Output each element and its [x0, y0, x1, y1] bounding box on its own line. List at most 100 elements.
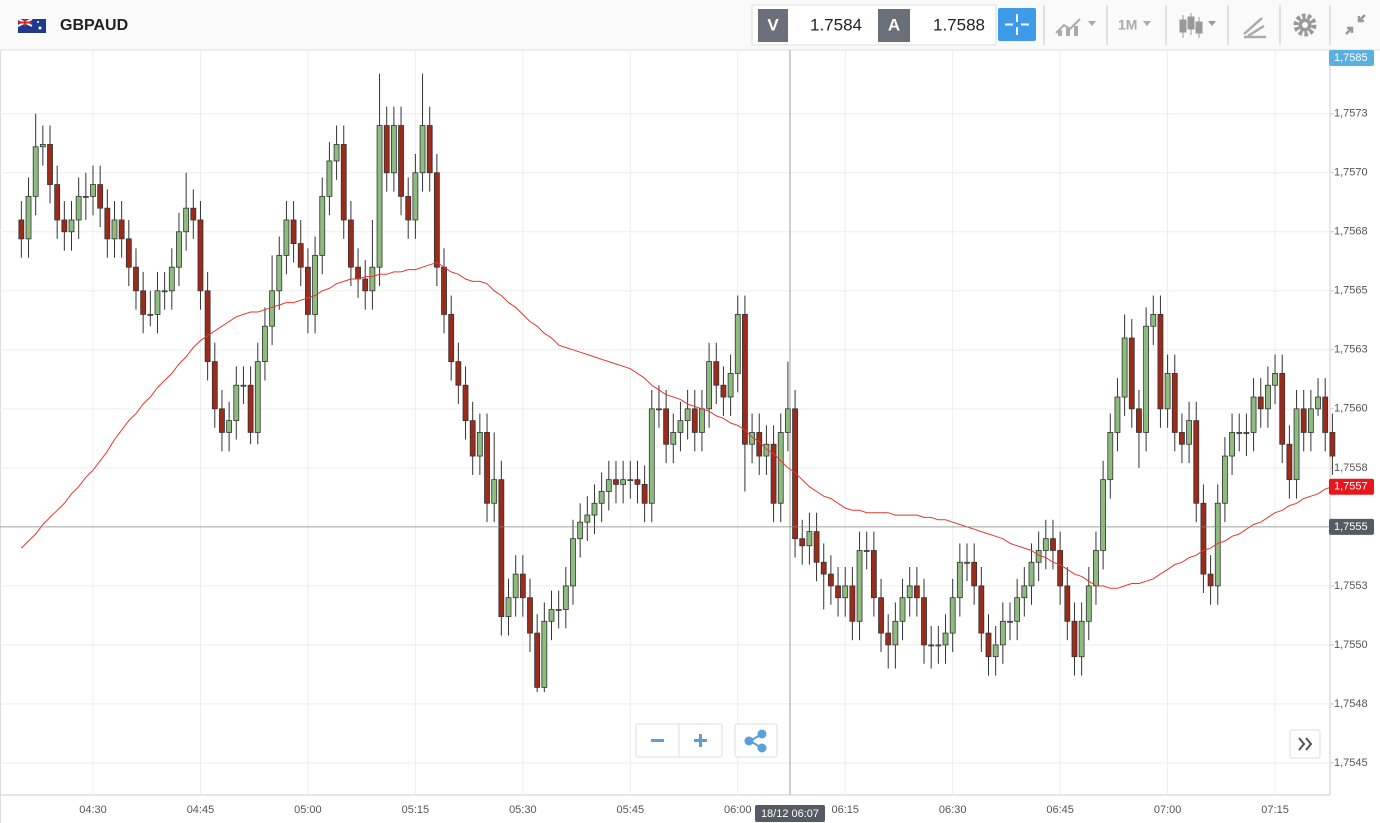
candle-body	[1035, 550, 1042, 563]
ask-price-tag	[1329, 50, 1374, 66]
candle-body	[118, 219, 125, 240]
candle-body	[799, 538, 806, 547]
candle-body	[1050, 538, 1056, 551]
settings-button[interactable]	[1293, 13, 1317, 37]
candle-body	[627, 479, 634, 482]
candle-body	[562, 585, 569, 610]
candle-body	[355, 266, 361, 280]
toolbar	[0, 0, 1380, 50]
share-button[interactable]	[744, 729, 767, 753]
candle-body	[211, 361, 218, 410]
zoom-out[interactable]	[651, 739, 664, 742]
candle-body	[906, 585, 913, 599]
candle-body	[519, 573, 526, 599]
candle-body	[942, 632, 949, 646]
candle-body	[949, 597, 956, 634]
candle-body	[956, 561, 963, 599]
candle-body	[1286, 443, 1293, 481]
candle-body	[727, 373, 734, 398]
candle-body	[842, 585, 849, 599]
candle-body	[32, 146, 39, 197]
candle-body	[1236, 432, 1243, 434]
bid-button[interactable]	[758, 9, 788, 42]
candle-body	[1322, 396, 1329, 433]
candle-body	[1279, 373, 1286, 445]
candle-body	[319, 195, 326, 256]
x-tick-label: 07:00	[1154, 804, 1182, 816]
timeframe-caret	[1143, 21, 1151, 26]
candle-body	[928, 644, 935, 647]
candle-body	[813, 531, 820, 563]
candle-body	[1028, 561, 1035, 587]
ask-letter: A	[888, 15, 900, 34]
y-tick-label: 1,7560	[1334, 403, 1368, 415]
timeframe[interactable]: 1M	[1118, 17, 1137, 33]
candle-body	[419, 125, 426, 174]
y-tick-label: 1,7553	[1334, 580, 1368, 592]
candle-body	[849, 585, 856, 622]
ask-price-label: 1,7585	[1334, 52, 1368, 64]
candle-body	[254, 361, 261, 433]
x-tick-label: 06:30	[939, 804, 967, 816]
candle-body	[699, 408, 705, 433]
candle-body	[570, 538, 576, 587]
last-price-tag	[1329, 478, 1374, 495]
candle-body	[971, 561, 978, 587]
candle-body	[25, 195, 32, 240]
candle-body	[827, 573, 834, 587]
candle-body	[999, 620, 1006, 646]
candle-body	[1157, 314, 1164, 410]
draw-button[interactable]	[1243, 17, 1266, 39]
indicator-button[interactable]	[1055, 18, 1096, 36]
candle-body	[706, 361, 713, 410]
candle-body	[340, 144, 347, 221]
candle-body	[1329, 432, 1336, 457]
candle-body	[1114, 396, 1121, 433]
candle-body	[577, 521, 584, 540]
candle-body	[82, 195, 89, 198]
chart-type-button[interactable]	[1179, 13, 1216, 38]
scroll-right-button[interactable]	[1298, 737, 1313, 751]
zoom-in[interactable]	[694, 734, 707, 747]
bid-price: 1.7584	[810, 15, 862, 34]
ask-button[interactable]	[878, 9, 910, 42]
candle-body	[1057, 550, 1064, 587]
candle-body	[262, 325, 268, 363]
candle-body	[734, 314, 741, 374]
candle-body	[1200, 502, 1207, 575]
candle-body	[584, 514, 591, 523]
candle-body	[1136, 408, 1142, 433]
candle-body	[247, 384, 254, 433]
candle-body	[534, 632, 541, 688]
candle-body	[369, 266, 376, 292]
candle-body	[1093, 550, 1099, 587]
candle-body	[1121, 337, 1128, 398]
collapse-button[interactable]	[1345, 14, 1366, 35]
candle-body	[125, 238, 132, 268]
candle-body	[913, 585, 920, 599]
candle-body	[433, 172, 440, 268]
candle-body	[985, 632, 992, 658]
candle-body	[1085, 585, 1092, 622]
candle-body	[1107, 432, 1114, 481]
plot: 1,7573 1,7570 1,7568 1,7565 1,7563 1,7560 1,75…	[0, 50, 1374, 822]
crosshair-button[interactable]	[998, 8, 1036, 41]
candle-body	[1007, 620, 1013, 623]
candle-body	[785, 408, 791, 433]
candle-body	[462, 384, 469, 422]
candle-body	[269, 290, 276, 327]
candle-body	[677, 420, 684, 433]
candle-body	[1193, 420, 1200, 504]
y-tick-label: 1,7565	[1334, 285, 1368, 297]
candle-body	[1186, 420, 1192, 445]
candle-body	[276, 254, 283, 292]
candle-body	[505, 597, 512, 617]
candle-body	[469, 420, 476, 457]
candle-body	[1307, 408, 1314, 433]
candle-body	[613, 479, 619, 485]
candle-body	[61, 219, 68, 233]
toolbar-separators	[1043, 5, 1331, 45]
candle-body	[1229, 432, 1235, 457]
candle-body	[1100, 479, 1107, 551]
